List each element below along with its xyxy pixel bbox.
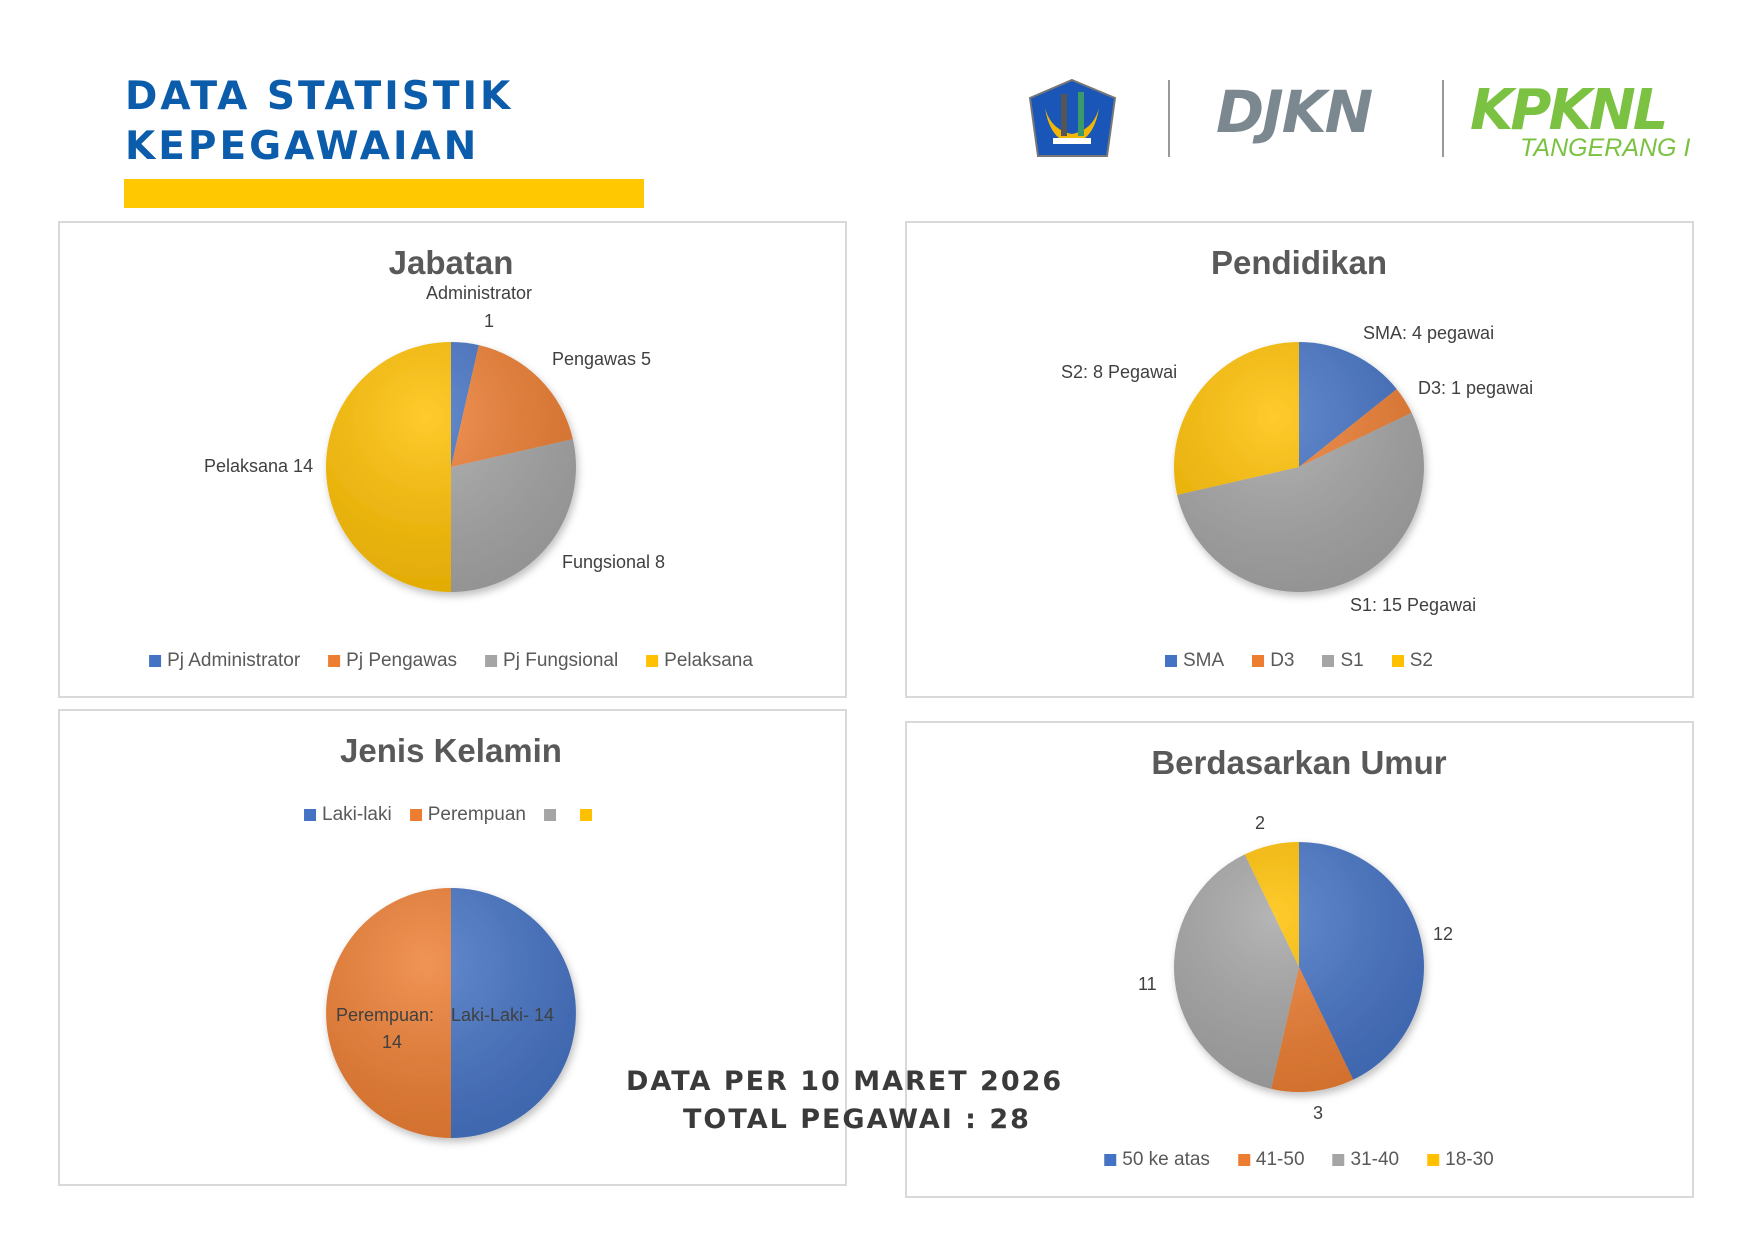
pie-0	[326, 342, 576, 592]
legend-swatch	[579, 809, 592, 821]
legend-label: S1	[1340, 650, 1364, 671]
logo-divider	[1442, 80, 1444, 157]
legend-swatch	[1165, 655, 1178, 667]
legend-item: 41-50	[1237, 1149, 1305, 1171]
legend-label: Perempuan	[427, 804, 526, 825]
pie-shading	[326, 888, 576, 1138]
data-label: SMA: 4 pegawai	[1363, 323, 1495, 343]
legend-label: Pj Pengawas	[346, 650, 458, 671]
data-label: 2	[1255, 813, 1266, 833]
data-label: Administrator	[426, 283, 533, 303]
data-label: Fungsional 8	[562, 552, 666, 572]
data-label: S2: 8 Pegawai	[1061, 362, 1178, 382]
chart-title-jabatan: Jabatan	[388, 244, 514, 281]
pie-shading	[1174, 842, 1424, 1092]
title-underline-bar	[124, 179, 644, 208]
data-label: 3	[1313, 1103, 1324, 1123]
legend-item	[543, 804, 562, 826]
legend-swatch	[1322, 655, 1335, 667]
legend-swatch	[485, 655, 498, 667]
legend-item: D3	[1252, 650, 1294, 672]
data-label: S1: 15 Pegawai	[1350, 595, 1477, 615]
legend-swatch	[1252, 655, 1265, 667]
legend-swatch	[646, 655, 659, 667]
data-label: 12	[1433, 924, 1454, 944]
legend-umur: 50 ke atas 41-50 31-40 18-30	[1104, 1149, 1494, 1171]
legend-swatch	[304, 809, 317, 821]
legend-item: Pelaksana	[646, 650, 753, 672]
data-label: Pengawas 5	[552, 349, 652, 369]
legend-label: D3	[1270, 650, 1295, 671]
pie-3	[1174, 842, 1424, 1092]
chart-title-pendidikan: Pendidikan	[1210, 244, 1388, 281]
kemenkeu-emblem-logo	[1025, 78, 1120, 158]
title-line-1: DATA STATISTIK	[125, 74, 514, 119]
legend-item: S2	[1391, 650, 1433, 672]
legend-swatch	[1104, 1154, 1117, 1166]
legend-item: SMA	[1165, 650, 1224, 672]
legend-item: Perempuan	[409, 804, 526, 826]
legend-swatch	[1237, 1154, 1250, 1166]
legend-item: Laki-laki	[304, 804, 392, 826]
data-label: 1	[484, 311, 495, 331]
legend-item	[579, 804, 598, 826]
total-employees-note: TOTAL PEGAWAI : 28	[683, 1104, 1031, 1135]
data-label: Laki-Laki- 14	[451, 1005, 555, 1025]
legend-label: SMA	[1183, 650, 1225, 671]
title-line-2: KEPEGAWAIAN	[125, 124, 480, 169]
data-label: Pelaksana 14	[204, 456, 314, 476]
legend-item: 50 ke atas	[1104, 1149, 1210, 1171]
data-label: 14	[382, 1032, 403, 1052]
legend-pendidikan: SMA D3 S1 S2	[1165, 650, 1433, 672]
pie-1	[1174, 342, 1424, 592]
data-label: 11	[1138, 974, 1157, 994]
data-date-note: DATA PER 10 MARET 2026	[626, 1066, 1064, 1097]
legend-label: 31-40	[1350, 1149, 1400, 1170]
legend-label: Pj Administrator	[167, 650, 301, 671]
legend-label: Pelaksana	[664, 650, 753, 671]
legend-swatch	[1427, 1154, 1440, 1166]
legend-item: Pj Pengawas	[328, 650, 457, 672]
pie-shading	[1174, 342, 1424, 592]
legend-item: 31-40	[1332, 1149, 1400, 1171]
legend-jabatan: Pj Administrator Pj Pengawas Pj Fungsional…	[149, 650, 753, 672]
legend-label: 18-30	[1445, 1149, 1494, 1170]
legend-swatch	[1391, 655, 1404, 667]
legend-swatch	[543, 809, 556, 821]
page-title: DATA STATISTIK KEPEGAWAIAN	[125, 72, 513, 172]
kpknl-logo: KPKNL	[1470, 78, 1668, 143]
djkn-logo: DJKN	[1216, 78, 1373, 146]
legend-item: Pj Fungsional	[485, 650, 618, 672]
legend-item: Pj Administrator	[149, 650, 300, 672]
chart-title-umur: Berdasarkan Umur	[1151, 744, 1447, 781]
legend-swatch	[409, 809, 422, 821]
legend-label: 41-50	[1255, 1149, 1305, 1170]
logo-divider	[1168, 80, 1170, 157]
legend-swatch	[1332, 1154, 1345, 1166]
legend-label: Laki-laki	[322, 804, 392, 825]
pie-2	[326, 888, 576, 1138]
chart-title-jenis-kelamin: Jenis Kelamin	[340, 732, 562, 769]
legend-swatch	[149, 655, 162, 667]
legend-label: 50 ke atas	[1122, 1149, 1210, 1170]
legend-label: Pj Fungsional	[503, 650, 619, 671]
data-label: Perempuan:	[336, 1005, 435, 1025]
legend-jenis-kelamin: Laki-laki Perempuan	[304, 804, 598, 826]
legend-swatch	[328, 655, 341, 667]
legend-item: S1	[1322, 650, 1364, 672]
legend-item: 18-30	[1427, 1149, 1494, 1171]
pie-shading	[326, 342, 576, 592]
legend-label: S2	[1409, 650, 1433, 671]
data-label: D3: 1 pegawai	[1418, 378, 1534, 398]
kpknl-subtitle: TANGERANG I	[1520, 134, 1691, 162]
